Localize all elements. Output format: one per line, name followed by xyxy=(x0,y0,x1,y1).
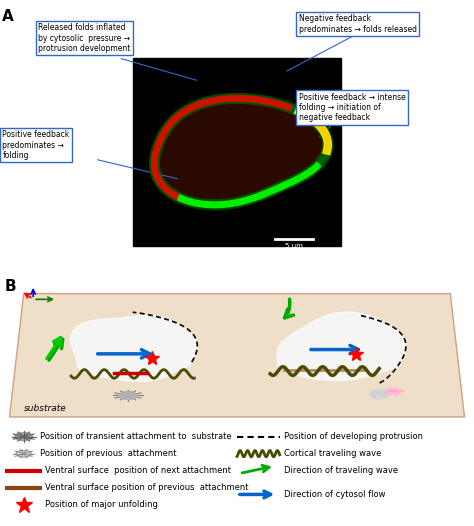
Text: Ventral surface position of previous  attachment: Ventral surface position of previous att… xyxy=(45,483,248,492)
Ellipse shape xyxy=(16,450,31,457)
Text: Negative feedback
predominates → folds released: Negative feedback predominates → folds r… xyxy=(299,15,417,34)
Polygon shape xyxy=(277,312,406,380)
Polygon shape xyxy=(9,294,465,417)
Text: Position of transient attachment to  substrate: Position of transient attachment to subs… xyxy=(40,432,232,441)
Text: Position of developing protrusion: Position of developing protrusion xyxy=(284,432,423,441)
Text: Positive feedback
predominates →
folding: Positive feedback predominates → folding xyxy=(2,130,70,160)
Polygon shape xyxy=(71,316,198,381)
Text: Positive feedback → intense
folding → initiation of
negative feedback: Positive feedback → intense folding → in… xyxy=(299,93,405,123)
Text: Released folds inflated
by cytosolic  pressure →
protrusion development: Released folds inflated by cytosolic pre… xyxy=(38,23,130,53)
Polygon shape xyxy=(71,316,198,381)
Text: Position of previous  attachment: Position of previous attachment xyxy=(40,449,177,458)
Polygon shape xyxy=(155,98,328,205)
Text: Ventral surface  position of next attachment: Ventral surface position of next attachm… xyxy=(45,466,231,476)
Polygon shape xyxy=(277,312,406,380)
Bar xyxy=(133,58,341,246)
Circle shape xyxy=(371,389,388,399)
Text: A: A xyxy=(2,9,14,24)
Text: 5 µm: 5 µm xyxy=(285,243,303,249)
Text: substrate: substrate xyxy=(24,404,66,413)
Text: Position of major unfolding: Position of major unfolding xyxy=(45,500,158,510)
Text: Cortical traveling wave: Cortical traveling wave xyxy=(284,449,382,458)
Ellipse shape xyxy=(15,432,33,441)
Text: Direction of cytosol flow: Direction of cytosol flow xyxy=(284,490,386,499)
Ellipse shape xyxy=(119,391,137,399)
Text: Direction of traveling wave: Direction of traveling wave xyxy=(284,466,399,476)
Text: B: B xyxy=(5,279,17,294)
Circle shape xyxy=(386,387,401,396)
